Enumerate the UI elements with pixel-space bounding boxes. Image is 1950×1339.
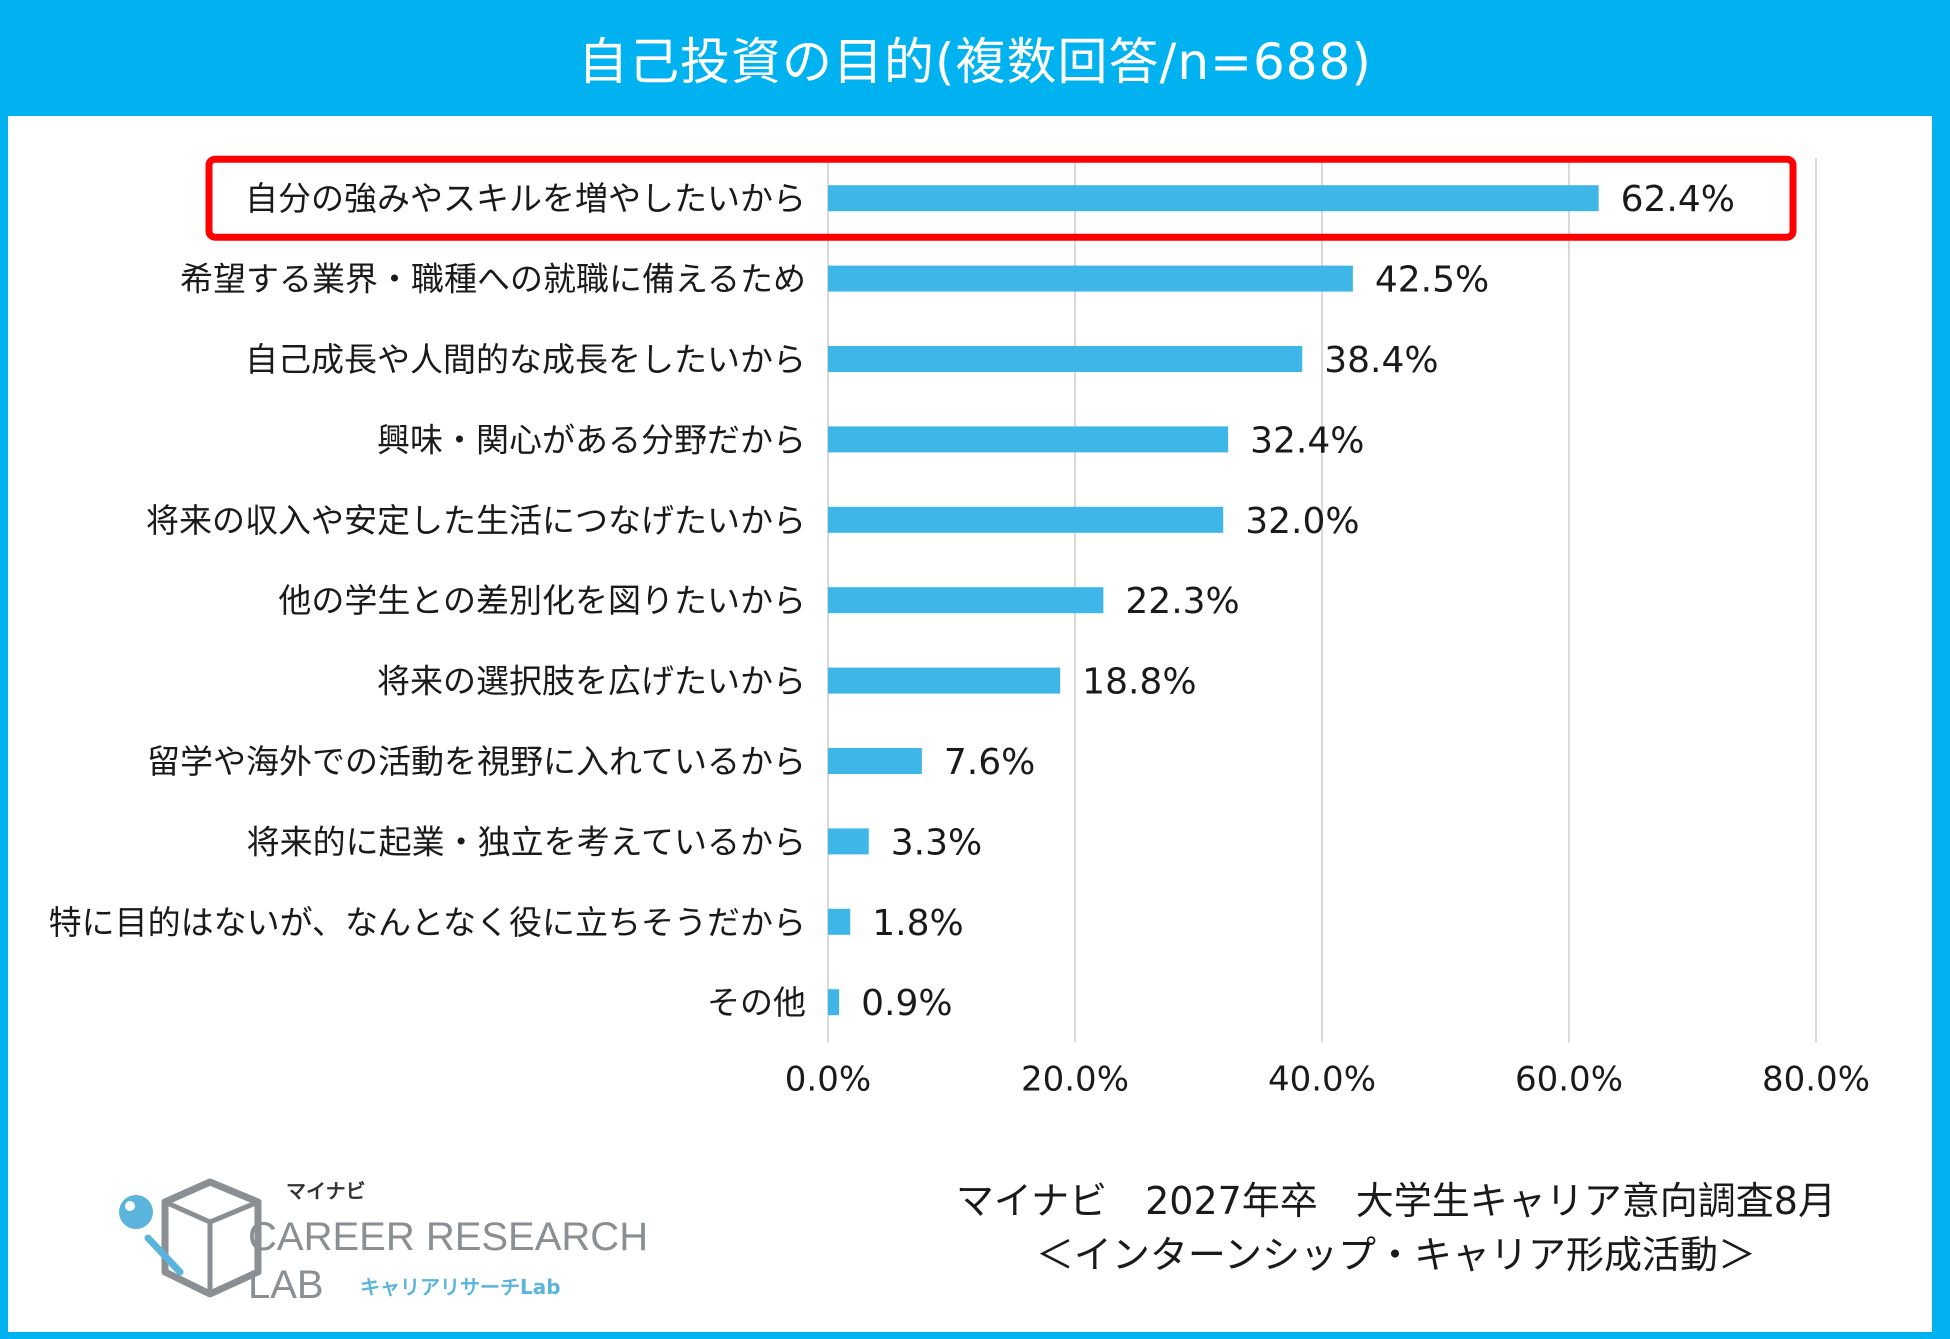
bar: [828, 185, 1599, 212]
category-label: その他: [707, 983, 806, 1022]
bar: [828, 506, 1224, 533]
value-label: 38.4%: [1324, 340, 1438, 381]
logo-brand-small: マイナビ: [286, 1179, 366, 1203]
chart-panel: 0.0% 20.0% 40.0% 60.0% 80.0% 自分の強みやスキルを増やしたいか…: [8, 116, 1932, 1332]
logo-cube-icon: [119, 1178, 262, 1298]
category-label: 興味・関心がある分野だから: [377, 420, 806, 459]
bar-chart: 0.0% 20.0% 40.0% 60.0% 80.0% 自分の強みやスキルを増やしたいか…: [49, 155, 1870, 1096]
value-label: 62.4%: [1621, 179, 1735, 220]
source-line1: マイナビ 2027年卒 大学生キャリア意向調査8月: [955, 1179, 1836, 1223]
category-label: 他の学生との差別化を図りたいから: [278, 581, 806, 620]
source-note: マイナビ 2027年卒 大学生キャリア意向調査8月 ＜インターンシップ・キャリア…: [956, 1174, 1836, 1282]
career-research-lab-logo: マイナビ CAREER RESEARCH LAB キャリアリサーチLab: [119, 1178, 648, 1307]
highlight-box: [205, 155, 1797, 241]
x-tick-label: 0.0%: [785, 1059, 871, 1096]
source-line2: ＜インターンシップ・キャリア形成活動＞: [1035, 1233, 1756, 1277]
bar: [828, 908, 851, 935]
category-label: 自己成長や人間的な成長をしたいから: [245, 340, 806, 379]
logo-tagline: キャリアリサーチLab: [360, 1275, 561, 1299]
value-label: 42.5%: [1375, 260, 1489, 301]
value-label: 22.3%: [1125, 581, 1239, 622]
category-label: 将来的に起業・独立を考えているから: [247, 822, 806, 861]
bar: [828, 426, 1229, 453]
logo-line1: CAREER RESEARCH: [248, 1215, 648, 1259]
bar: [828, 346, 1303, 372]
bar: [828, 265, 1353, 292]
bar: [828, 748, 922, 774]
value-label: 32.0%: [1245, 501, 1359, 542]
x-tick-label: 20.0%: [1021, 1059, 1129, 1096]
x-tick-label: 40.0%: [1268, 1059, 1376, 1096]
x-tick-label: 60.0%: [1515, 1059, 1623, 1096]
logo-line2: LAB: [248, 1263, 324, 1307]
category-label: 将来の収入や安定した生活につなげたいから: [146, 501, 806, 540]
category-label: 将来の選択肢を広げたいから: [377, 662, 806, 701]
value-label: 18.8%: [1082, 662, 1196, 703]
value-label: 0.9%: [861, 983, 952, 1024]
value-label: 3.3%: [891, 822, 982, 863]
chart-title: 自己投資の目的(複数回答/n=688): [578, 33, 1372, 91]
value-label: 32.4%: [1250, 420, 1364, 461]
bar: [828, 989, 840, 1016]
bar: [828, 828, 869, 855]
x-tick-label: 80.0%: [1762, 1059, 1870, 1096]
value-label: 1.8%: [872, 903, 963, 944]
value-label: 7.6%: [944, 742, 1035, 783]
category-label: 特に目的はないが、なんとなく役に立ちそうだから: [49, 903, 806, 942]
category-label: 自分の強みやスキルを増やしたいから: [245, 179, 806, 218]
category-label: 留学や海外での活動を視野に入れているから: [147, 742, 806, 781]
title-bar: 自己投資の目的(複数回答/n=688): [0, 0, 1950, 116]
bar: [828, 587, 1104, 614]
category-label: 希望する業界・職種への就職に備えるため: [180, 260, 806, 299]
bar: [828, 667, 1061, 694]
